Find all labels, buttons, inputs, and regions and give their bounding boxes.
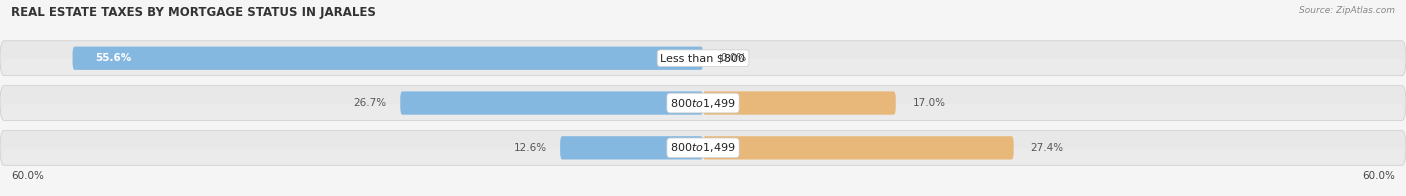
FancyBboxPatch shape	[73, 47, 703, 70]
Text: 27.4%: 27.4%	[1031, 143, 1064, 153]
FancyBboxPatch shape	[560, 136, 703, 160]
FancyBboxPatch shape	[703, 91, 896, 115]
FancyBboxPatch shape	[3, 59, 1403, 75]
Text: 17.0%: 17.0%	[912, 98, 946, 108]
Text: 0.0%: 0.0%	[720, 53, 747, 63]
FancyBboxPatch shape	[401, 91, 703, 115]
Text: $800 to $1,499: $800 to $1,499	[671, 97, 735, 110]
Text: $800 to $1,499: $800 to $1,499	[671, 141, 735, 154]
Text: 12.6%: 12.6%	[513, 143, 547, 153]
Text: REAL ESTATE TAXES BY MORTGAGE STATUS IN JARALES: REAL ESTATE TAXES BY MORTGAGE STATUS IN …	[11, 6, 377, 19]
Text: Less than $800: Less than $800	[661, 53, 745, 63]
FancyBboxPatch shape	[0, 130, 1406, 165]
FancyBboxPatch shape	[0, 86, 1406, 121]
FancyBboxPatch shape	[3, 104, 1403, 120]
Text: Source: ZipAtlas.com: Source: ZipAtlas.com	[1299, 6, 1395, 15]
Text: 60.0%: 60.0%	[1362, 171, 1395, 181]
Text: 26.7%: 26.7%	[353, 98, 387, 108]
FancyBboxPatch shape	[3, 149, 1403, 164]
Text: 55.6%: 55.6%	[96, 53, 132, 63]
Text: 60.0%: 60.0%	[11, 171, 44, 181]
FancyBboxPatch shape	[703, 136, 1014, 160]
FancyBboxPatch shape	[0, 41, 1406, 76]
